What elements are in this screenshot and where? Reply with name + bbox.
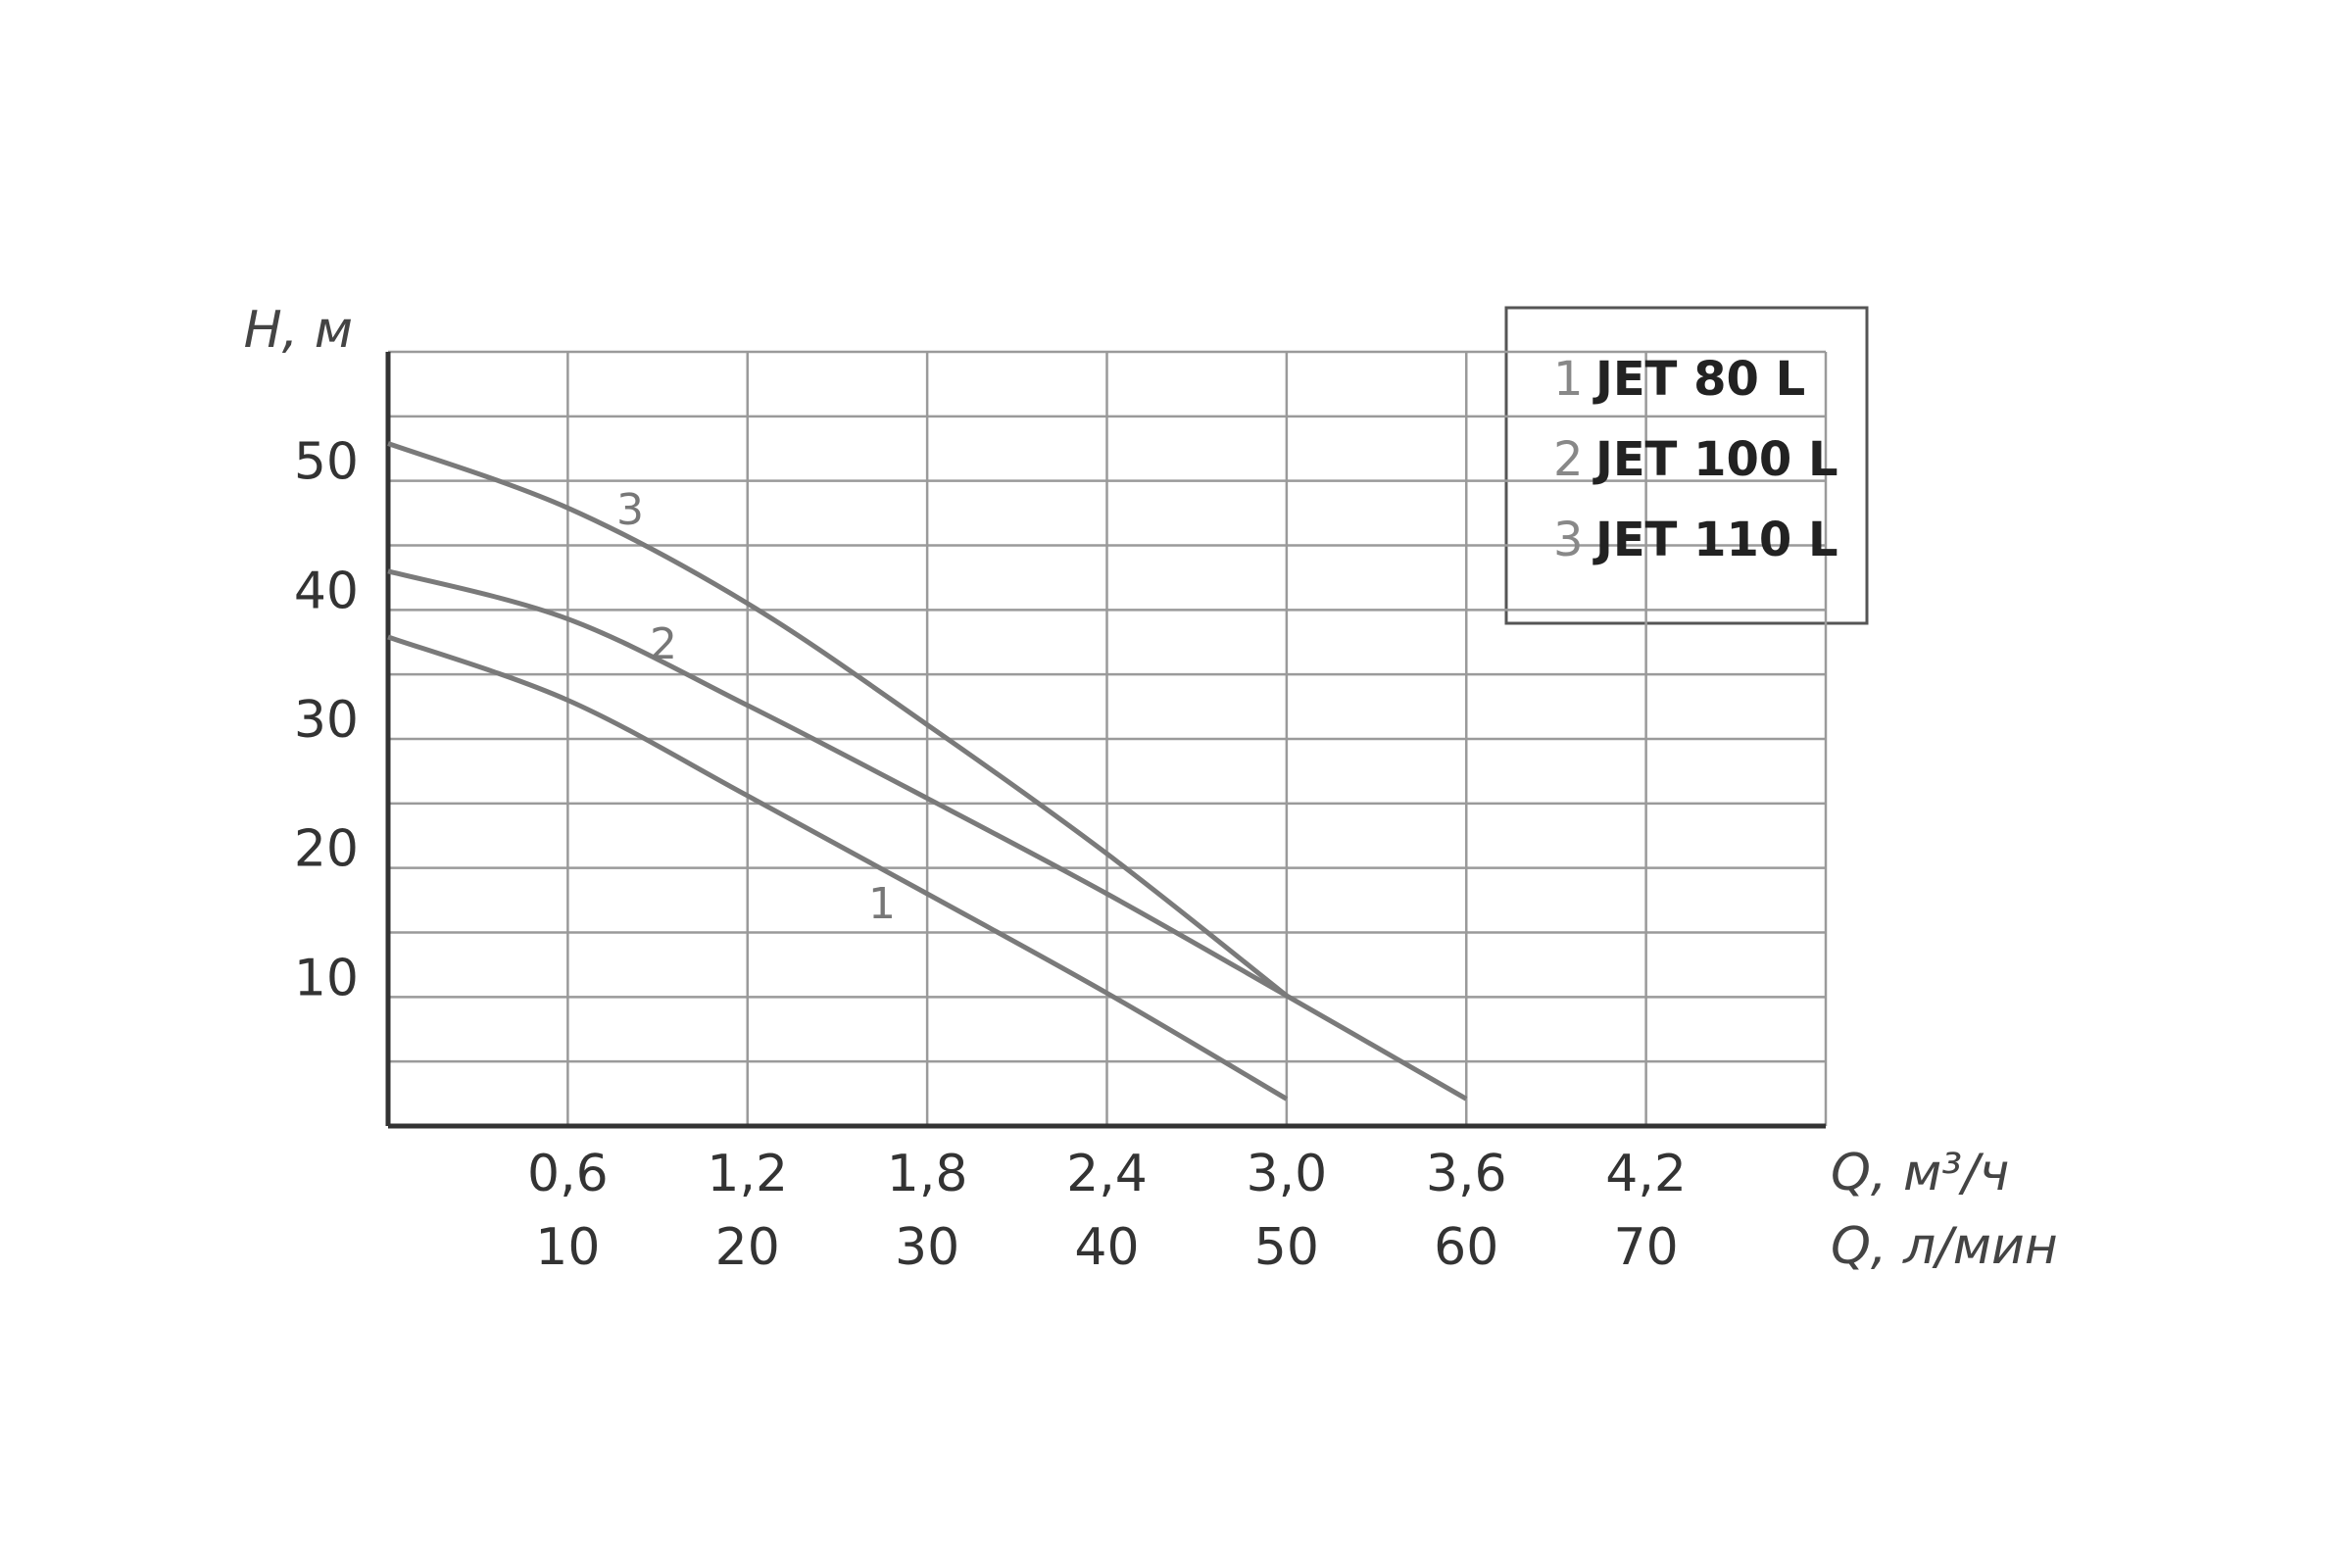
curve xyxy=(387,568,1468,1102)
x2-tick-label: 40 xyxy=(1074,1218,1139,1277)
x2-tick-label: 10 xyxy=(535,1218,600,1277)
x-tick-label: 1,2 xyxy=(707,1145,788,1203)
x-tick-label: 3,0 xyxy=(1247,1145,1328,1203)
legend-entry: JET 100 L xyxy=(1592,432,1838,487)
curve xyxy=(387,441,1289,998)
y-tick-label: 20 xyxy=(294,820,359,879)
x2-tick-label: 30 xyxy=(895,1218,959,1277)
x2-axis-label: Q, л/мин xyxy=(1831,1217,2058,1276)
x2-tick-label: 20 xyxy=(715,1218,780,1277)
legend-entry: JET 110 L xyxy=(1592,513,1838,567)
x-axis-label: Q, м³/ч xyxy=(1831,1144,2009,1202)
legend-entry: JET 80 L xyxy=(1592,352,1805,407)
x-tick-label: 4,2 xyxy=(1605,1145,1687,1203)
x2-tick-label: 70 xyxy=(1614,1218,1679,1277)
legend-box xyxy=(1504,306,1869,625)
curve-label: 2 xyxy=(650,619,677,669)
legend-number: 1 xyxy=(1553,352,1584,407)
x2-tick-label: 50 xyxy=(1254,1218,1319,1277)
curve-label: 3 xyxy=(616,485,644,535)
y-axis-label: H, м xyxy=(244,301,353,360)
x2-tick-label: 60 xyxy=(1434,1218,1498,1277)
y-tick-label: 10 xyxy=(294,949,359,1007)
legend-number: 3 xyxy=(1553,513,1584,567)
x-tick-label: 2,4 xyxy=(1066,1145,1148,1203)
y-tick-label: 30 xyxy=(294,691,359,750)
x-tick-label: 0,6 xyxy=(527,1145,609,1203)
x-tick-label: 1,8 xyxy=(887,1145,968,1203)
y-tick-label: 40 xyxy=(294,562,359,620)
legend-number: 2 xyxy=(1553,432,1584,487)
curve-label: 1 xyxy=(868,879,896,929)
curve xyxy=(387,634,1289,1102)
x-tick-label: 3,6 xyxy=(1426,1145,1507,1203)
y-tick-label: 50 xyxy=(294,433,359,492)
